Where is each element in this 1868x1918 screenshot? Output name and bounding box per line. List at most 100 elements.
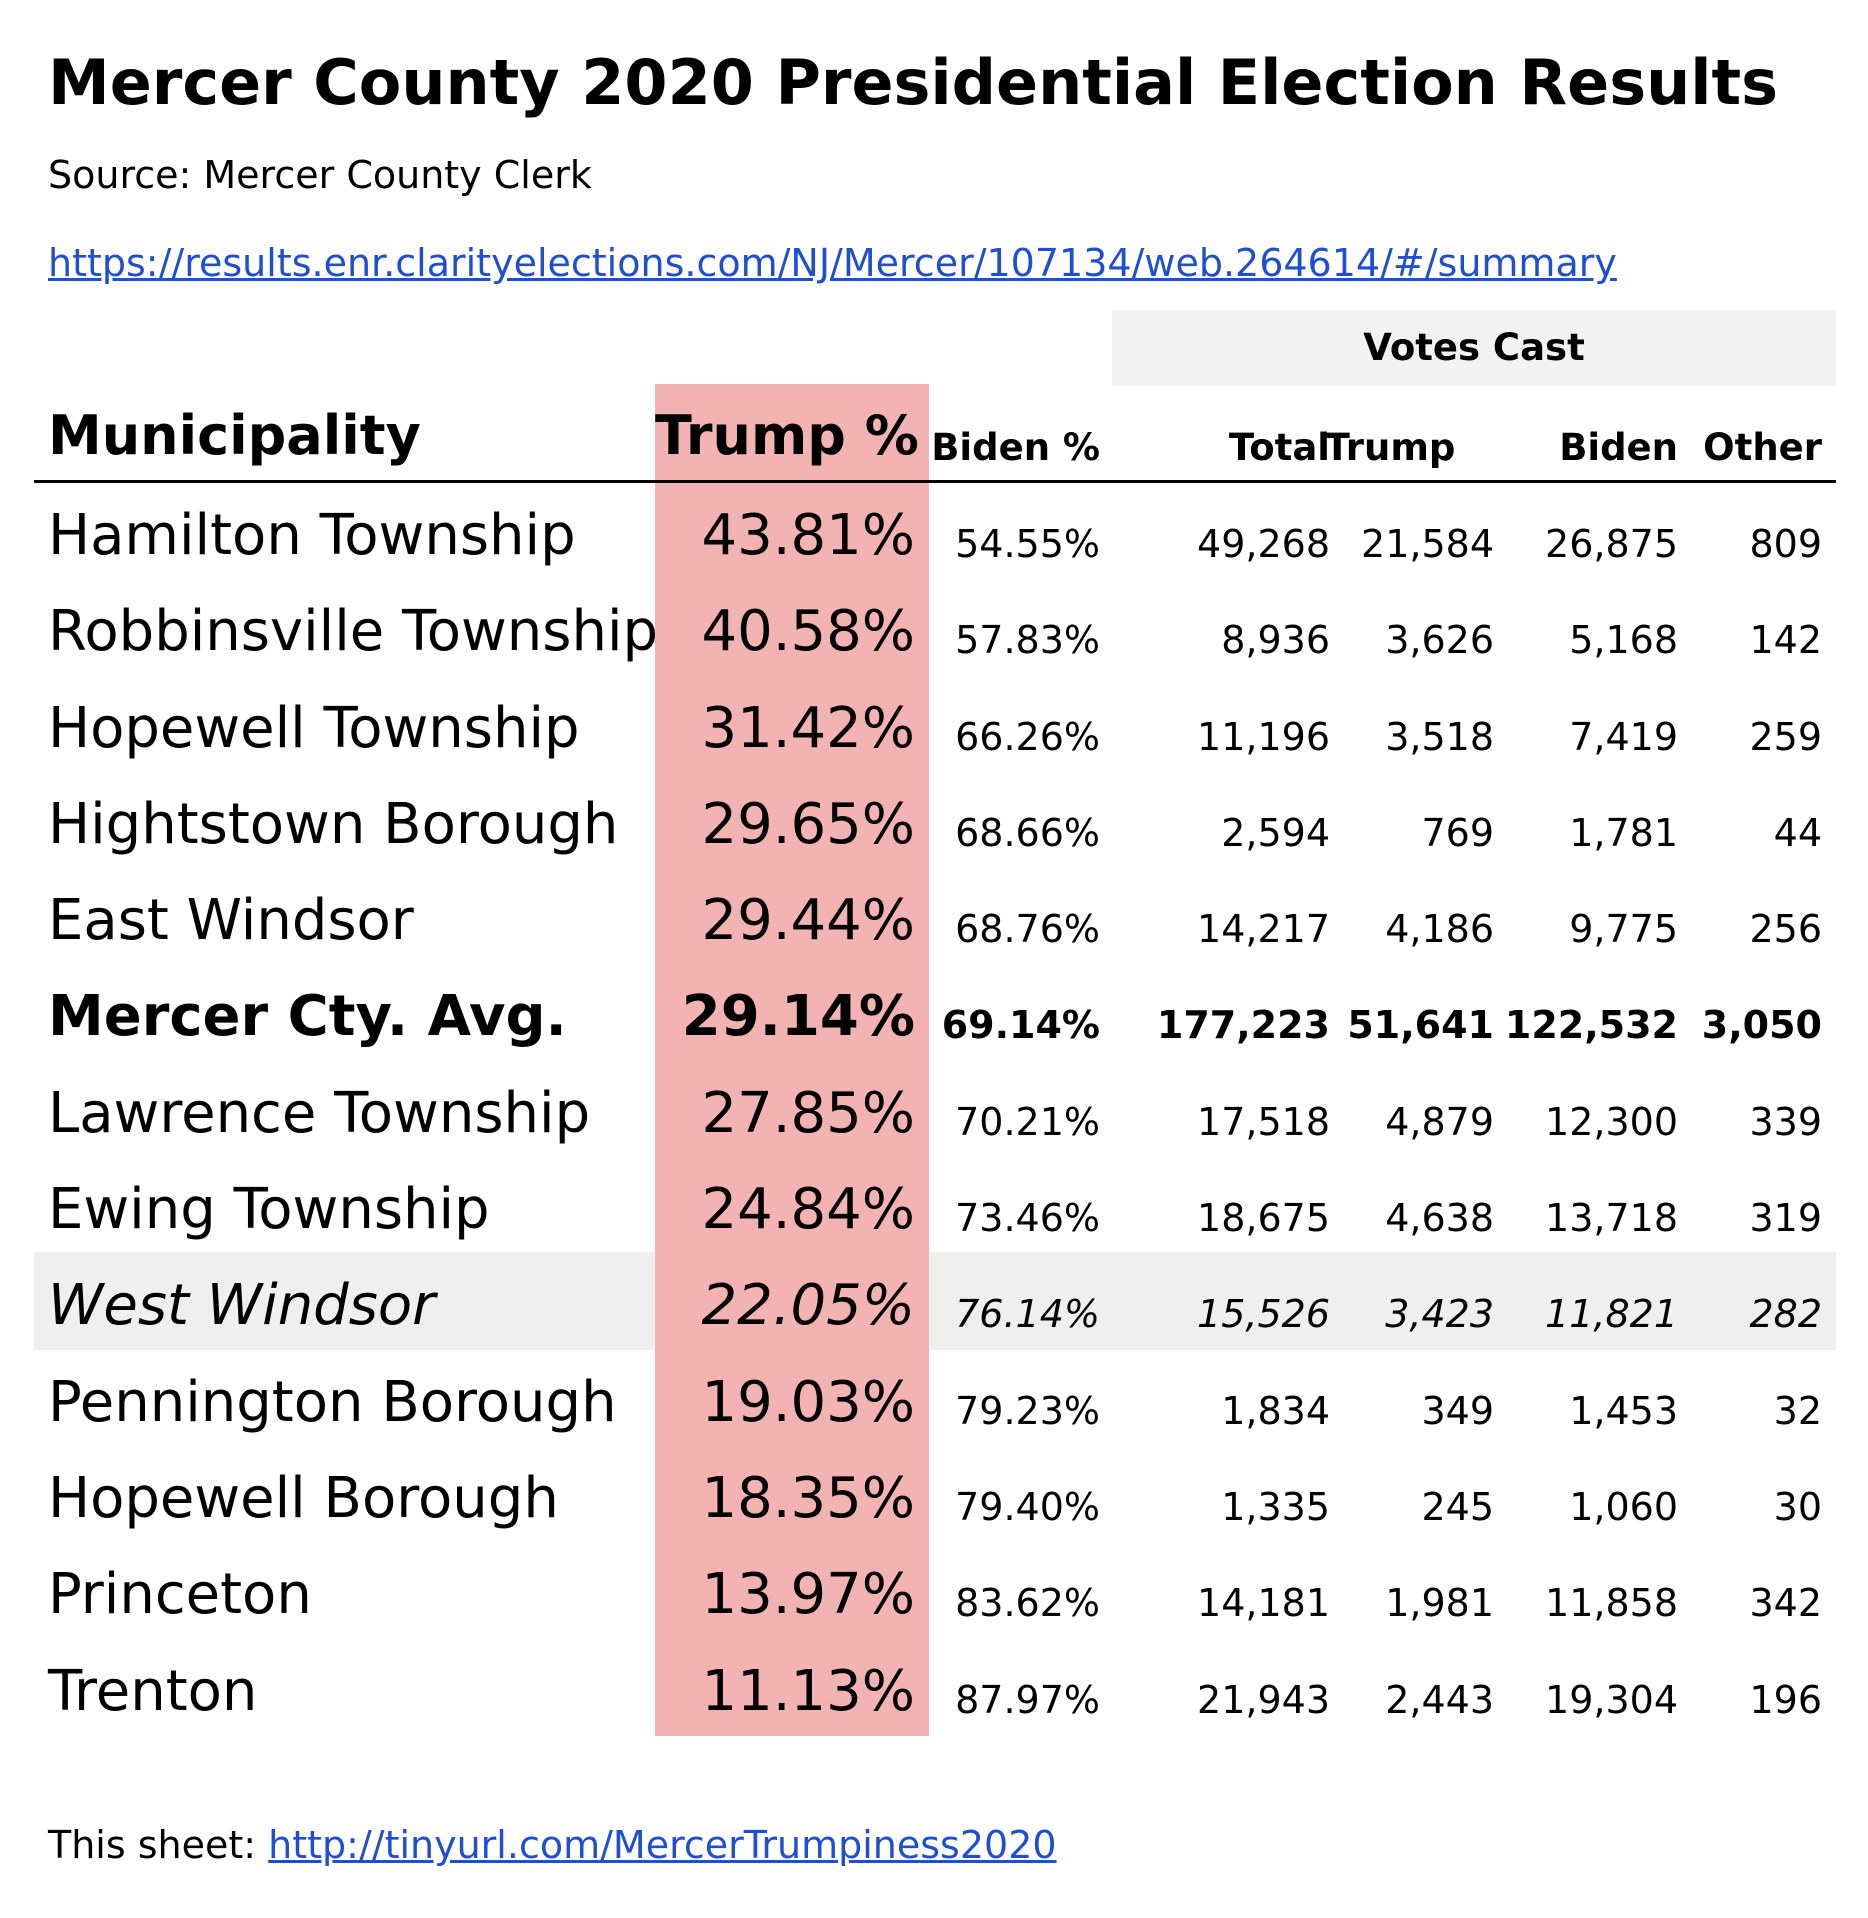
cell-biden-votes: 11,858 bbox=[1545, 1581, 1678, 1626]
cell-biden-votes: 26,875 bbox=[1545, 522, 1678, 566]
cell-trump-votes: 4,638 bbox=[1385, 1196, 1494, 1241]
cell-trump-votes: 3,423 bbox=[1385, 1292, 1494, 1337]
cell-municipality: Hightstown Borough bbox=[48, 791, 619, 857]
cell-total: 14,217 bbox=[1197, 907, 1330, 952]
cell-biden-votes: 1,781 bbox=[1569, 810, 1678, 855]
col-header-trump-pct: Trump % bbox=[655, 404, 919, 467]
cell-total: 15,526 bbox=[1197, 1292, 1330, 1337]
table-row-east-windsor: East Windsor 29.44% 68.76% 14,217 4,186 … bbox=[0, 873, 1868, 969]
table-row-hopewell-borough: Hopewell Borough 18.35% 79.40% 1,335 245… bbox=[0, 1451, 1868, 1547]
cell-other-votes: 319 bbox=[1749, 1196, 1822, 1241]
cell-total: 21,943 bbox=[1197, 1677, 1330, 1722]
source-url-link[interactable]: https://results.enr.clarityelections.com… bbox=[48, 241, 1617, 285]
col-header-other: Other bbox=[1703, 426, 1822, 469]
cell-biden-pct: 69.14% bbox=[941, 1003, 1100, 1048]
cell-other-votes: 196 bbox=[1749, 1677, 1822, 1722]
cell-municipality: Hopewell Borough bbox=[48, 1465, 559, 1531]
cell-other-votes: 142 bbox=[1749, 618, 1822, 663]
page-title: Mercer County 2020 Presidential Election… bbox=[48, 46, 1779, 119]
cell-total: 18,675 bbox=[1197, 1196, 1330, 1241]
cell-biden-pct: 73.46% bbox=[955, 1196, 1100, 1241]
cell-other-votes: 809 bbox=[1749, 522, 1822, 566]
cell-trump-votes: 3,626 bbox=[1385, 618, 1494, 663]
table-row-hamilton: Hamilton Township 43.81% 54.55% 49,268 2… bbox=[0, 488, 1868, 584]
cell-municipality: Trenton bbox=[48, 1658, 258, 1724]
table-row-county-average: Mercer Cty. Avg. 29.14% 69.14% 177,223 5… bbox=[0, 969, 1868, 1065]
cell-other-votes: 30 bbox=[1773, 1484, 1822, 1529]
cell-total: 14,181 bbox=[1197, 1581, 1330, 1626]
col-header-municipality: Municipality bbox=[48, 404, 421, 467]
cell-biden-pct: 76.14% bbox=[955, 1292, 1100, 1337]
cell-trump-votes: 349 bbox=[1421, 1388, 1494, 1433]
cell-biden-pct: 68.66% bbox=[955, 810, 1100, 855]
table-row-hightstown: Hightstown Borough 29.65% 68.66% 2,594 7… bbox=[0, 777, 1868, 873]
trump-pct-column-highlight bbox=[655, 384, 929, 1736]
cell-trump-pct: 18.35% bbox=[701, 1465, 915, 1531]
table-row-princeton: Princeton 13.97% 83.62% 14,181 1,981 11,… bbox=[0, 1547, 1868, 1643]
cell-trump-pct: 31.42% bbox=[701, 695, 915, 761]
footer-prefix: This sheet: bbox=[48, 1823, 269, 1867]
cell-trump-votes: 3,518 bbox=[1385, 714, 1494, 759]
source-note: Source: Mercer County Clerk bbox=[48, 153, 592, 197]
cell-trump-pct: 29.65% bbox=[701, 791, 915, 857]
cell-trump-votes: 4,186 bbox=[1385, 907, 1494, 952]
col-header-trump: Trump bbox=[1324, 426, 1456, 469]
cell-total: 2,594 bbox=[1221, 810, 1330, 855]
col-header-total: Total bbox=[1228, 426, 1330, 469]
footer-note: This sheet: http://tinyurl.com/MercerTru… bbox=[48, 1820, 1057, 1870]
table-row-pennington: Pennington Borough 19.03% 79.23% 1,834 3… bbox=[0, 1355, 1868, 1451]
cell-trump-pct: 13.97% bbox=[701, 1562, 915, 1628]
cell-other-votes: 256 bbox=[1749, 907, 1822, 952]
cell-biden-pct: 79.40% bbox=[955, 1484, 1100, 1529]
cell-biden-pct: 57.83% bbox=[955, 618, 1100, 663]
cell-biden-votes: 12,300 bbox=[1545, 1099, 1678, 1144]
cell-municipality: Princeton bbox=[48, 1562, 312, 1628]
cell-other-votes: 282 bbox=[1749, 1292, 1822, 1337]
cell-other-votes: 259 bbox=[1749, 714, 1822, 759]
cell-other-votes: 32 bbox=[1773, 1388, 1822, 1433]
col-header-biden-pct: Biden % bbox=[931, 426, 1100, 469]
cell-trump-pct: 40.58% bbox=[701, 599, 915, 665]
source-url-row: https://results.enr.clarityelections.com… bbox=[48, 238, 1617, 288]
cell-other-votes: 339 bbox=[1749, 1099, 1822, 1144]
cell-other-votes: 3,050 bbox=[1701, 1003, 1822, 1048]
cell-total: 49,268 bbox=[1197, 522, 1330, 566]
cell-municipality: West Windsor bbox=[48, 1273, 436, 1339]
cell-biden-votes: 11,821 bbox=[1545, 1292, 1678, 1337]
cell-trump-pct: 24.84% bbox=[701, 1177, 915, 1243]
table-row-robbinsville: Robbinsville Township 40.58% 57.83% 8,93… bbox=[0, 584, 1868, 680]
cell-municipality: Robbinsville Township bbox=[48, 599, 659, 665]
cell-biden-votes: 5,168 bbox=[1569, 618, 1678, 663]
cell-municipality: Hamilton Township bbox=[48, 503, 576, 568]
cell-municipality: Pennington Borough bbox=[48, 1369, 617, 1435]
cell-municipality: Mercer Cty. Avg. bbox=[48, 984, 567, 1050]
cell-trump-votes: 245 bbox=[1421, 1484, 1494, 1529]
cell-biden-pct: 83.62% bbox=[955, 1581, 1100, 1626]
highlight-row-shade-left bbox=[34, 1252, 655, 1350]
highlight-row-shade-right bbox=[929, 1252, 1836, 1350]
cell-biden-votes: 9,775 bbox=[1569, 907, 1678, 952]
results-table-body: Hamilton Township 43.81% 54.55% 49,268 2… bbox=[0, 488, 1868, 1740]
cell-biden-pct: 68.76% bbox=[955, 907, 1100, 952]
cell-trump-votes: 769 bbox=[1421, 810, 1494, 855]
cell-municipality: Ewing Township bbox=[48, 1177, 490, 1243]
cell-total: 1,834 bbox=[1221, 1388, 1330, 1433]
footer-sheet-link[interactable]: http://tinyurl.com/MercerTrumpiness2020 bbox=[268, 1823, 1057, 1867]
cell-total: 17,518 bbox=[1197, 1099, 1330, 1144]
cell-trump-pct: 29.44% bbox=[701, 888, 915, 954]
votes-cast-header: Votes Cast bbox=[1363, 326, 1585, 369]
cell-municipality: East Windsor bbox=[48, 888, 414, 954]
cell-trump-votes: 2,443 bbox=[1385, 1677, 1494, 1722]
cell-trump-votes: 51,641 bbox=[1347, 1003, 1494, 1048]
cell-biden-votes: 13,718 bbox=[1545, 1196, 1678, 1241]
cell-trump-pct: 22.05% bbox=[701, 1273, 915, 1339]
table-row-trenton: Trenton 11.13% 87.97% 21,943 2,443 19,30… bbox=[0, 1644, 1868, 1740]
cell-biden-pct: 70.21% bbox=[955, 1099, 1100, 1144]
cell-trump-votes: 1,981 bbox=[1385, 1581, 1494, 1626]
cell-biden-votes: 7,419 bbox=[1569, 714, 1678, 759]
cell-total: 1,335 bbox=[1221, 1484, 1330, 1529]
cell-biden-pct: 79.23% bbox=[955, 1388, 1100, 1433]
cell-trump-votes: 21,584 bbox=[1361, 522, 1494, 566]
cell-biden-votes: 19,304 bbox=[1545, 1677, 1678, 1722]
table-row-hopewell-township: Hopewell Township 31.42% 66.26% 11,196 3… bbox=[0, 681, 1868, 777]
